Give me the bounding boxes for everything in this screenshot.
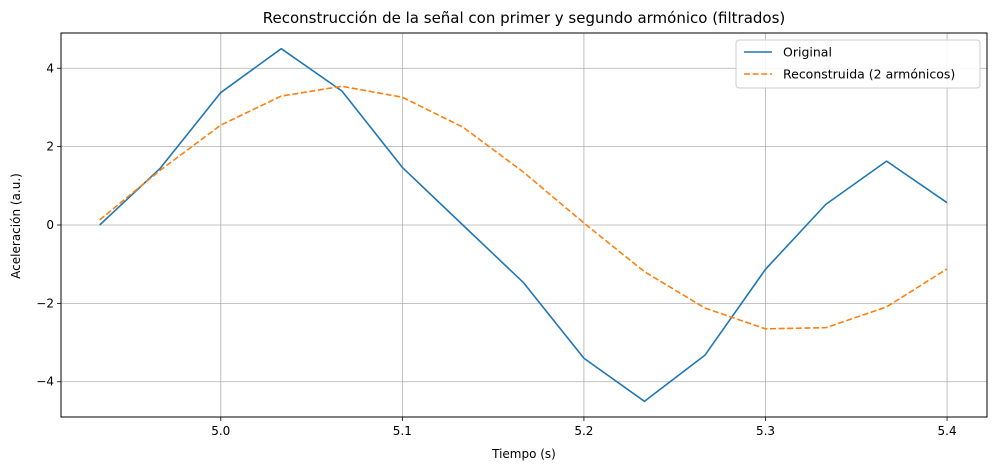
grid [61, 33, 987, 417]
legend-box [735, 39, 981, 89]
x-tick-label: 5.4 [938, 424, 957, 438]
y-tick-label: −4 [36, 375, 54, 389]
chart-title: Reconstrucción de la señal con primer y … [263, 9, 786, 27]
axis-ticks: 5.0 5.1 5.2 5.3 5.4 −4 −2 0 2 4 [36, 61, 956, 438]
y-tick-label: 4 [46, 61, 54, 75]
series-line-1 [99, 47, 948, 403]
series-lines [99, 47, 948, 403]
legend: Original Reconstruida (2 armónicos) [735, 39, 981, 89]
y-axis-label: Aceleración (a.u.) [9, 173, 23, 279]
series-line-2 [99, 85, 948, 330]
y-tick-label: 0 [46, 218, 54, 232]
y-tick-label: 2 [46, 140, 54, 154]
x-tick-label: 5.2 [574, 424, 593, 438]
x-tick-label: 5.1 [393, 424, 412, 438]
x-tick-label: 5.0 [211, 424, 230, 438]
y-tick-label: −2 [36, 296, 54, 310]
legend-label: Reconstruida (2 armónicos) [783, 67, 955, 82]
x-axis-label: Tiempo (s) [491, 447, 556, 461]
x-tick-label: 5.3 [756, 424, 775, 438]
legend-label: Original [783, 45, 832, 60]
